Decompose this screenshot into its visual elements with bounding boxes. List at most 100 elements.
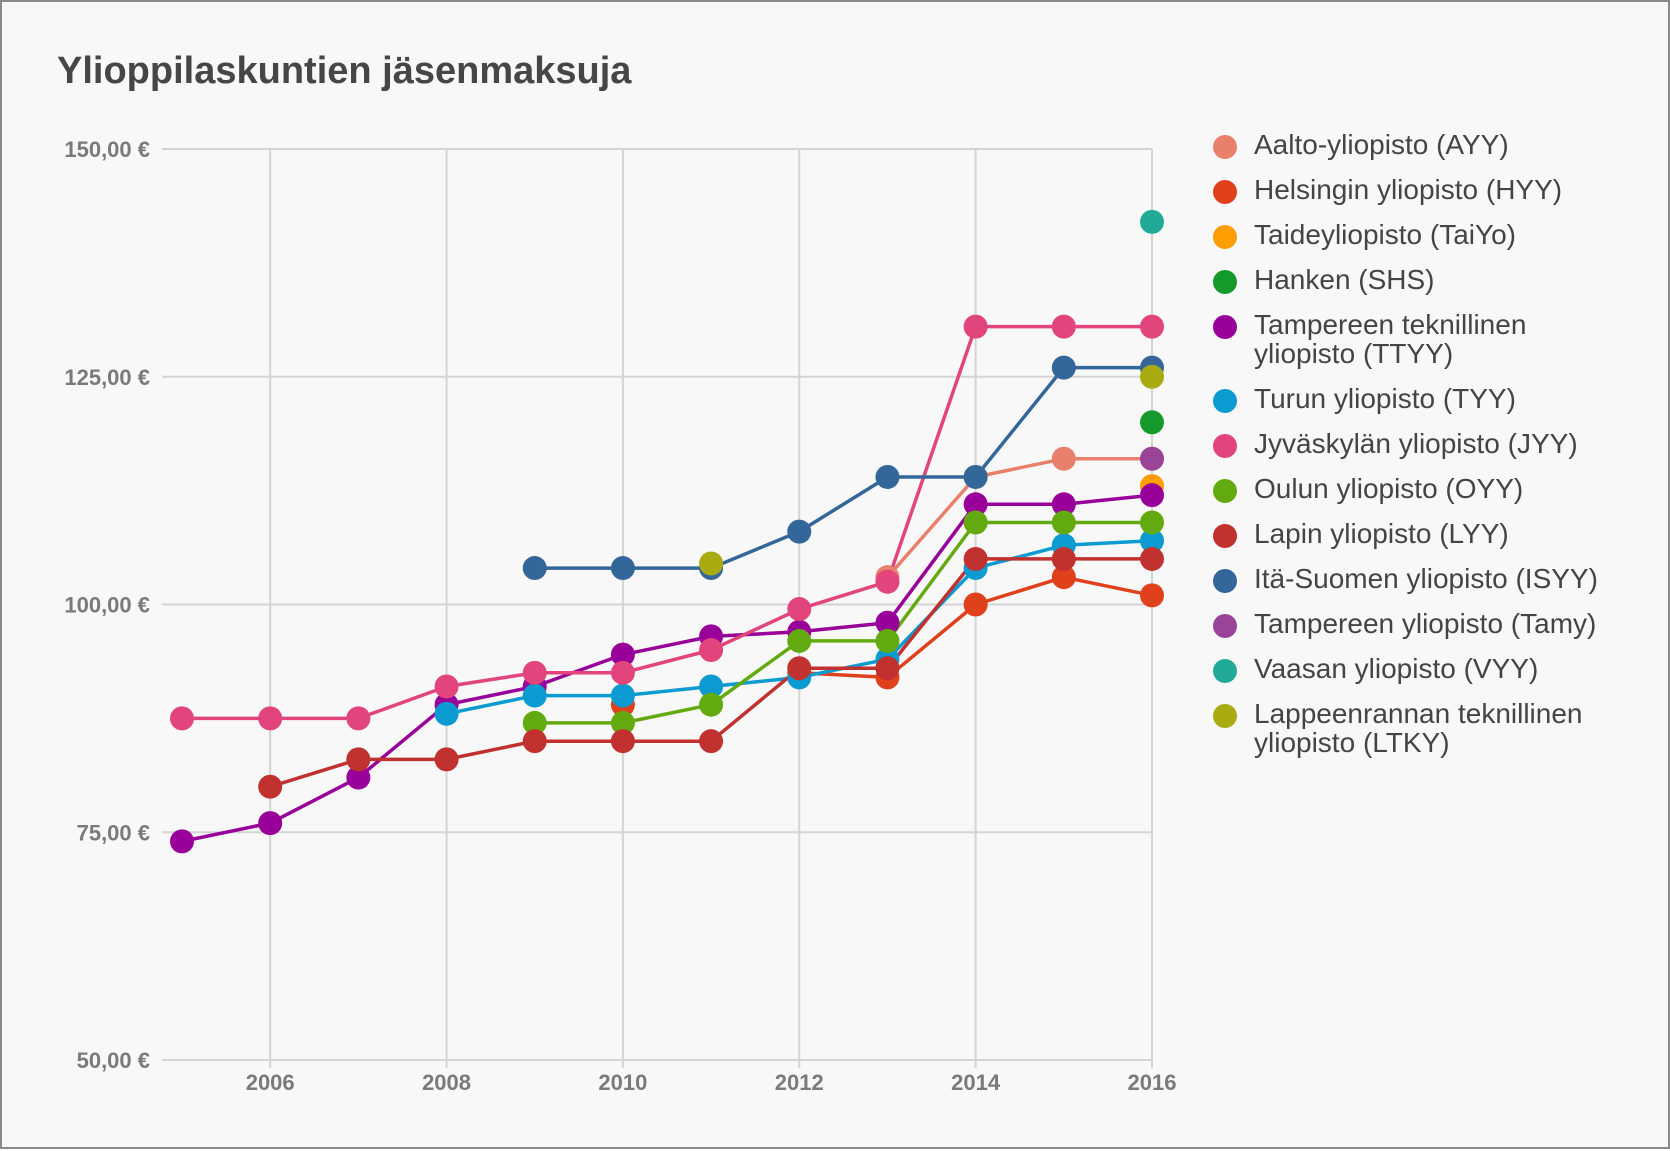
- data-point: [522, 660, 547, 685]
- data-point: [699, 729, 724, 754]
- series-line: [181, 493, 1153, 844]
- data-point: [170, 706, 194, 731]
- data-point: [258, 774, 283, 799]
- legend-label: Lappeenrannan teknillinen: [1254, 698, 1583, 729]
- data-point: [699, 674, 724, 699]
- data-point: [434, 674, 459, 699]
- legend-marker-icon: [1213, 180, 1237, 204]
- data-point: [522, 729, 547, 754]
- y-tick-label: 125,00 €: [64, 365, 150, 390]
- data-point: [522, 710, 547, 735]
- legend-label: Tampereen yliopisto (Tamy): [1254, 608, 1597, 639]
- data-point: [610, 642, 635, 667]
- data-point: [1140, 446, 1164, 471]
- data-point: [1051, 446, 1076, 471]
- legend-marker-icon: [1213, 704, 1237, 728]
- data-point: [610, 710, 635, 735]
- data-point: [258, 706, 283, 731]
- legend-label: Jyväskylän yliopisto (JYY): [1254, 428, 1578, 459]
- data-point: [522, 556, 547, 581]
- legend-label: Taideyliopisto (TaiYo): [1254, 219, 1516, 250]
- legend-item: Lappeenrannan teknillinen yliopisto (LTKY…: [1210, 699, 1650, 757]
- data-point: [963, 510, 988, 535]
- data-point: [610, 556, 635, 581]
- legend-label: Tampereen teknillinen: [1254, 309, 1527, 340]
- legend-label: Aalto-yliopisto (AYY): [1254, 129, 1509, 160]
- legend-marker-icon: [1213, 270, 1237, 294]
- data-point: [875, 569, 900, 594]
- y-tick-label: 100,00 €: [64, 593, 150, 618]
- series-line: [182, 324, 1152, 721]
- x-tick-label: 2016: [1128, 1070, 1177, 1095]
- data-point: [346, 765, 371, 790]
- data-point: [963, 314, 988, 339]
- legend-label: yliopisto (LTKY): [1254, 727, 1450, 758]
- x-tick-label: 2010: [598, 1070, 647, 1095]
- legend-item: Turun yliopisto (TYY): [1210, 384, 1650, 413]
- legend-label: Turun yliopisto (TYY): [1254, 383, 1516, 414]
- data-point: [699, 692, 724, 717]
- legend-item: Taideyliopisto (TaiYo): [1210, 220, 1650, 249]
- data-point: [610, 683, 635, 708]
- data-point: [875, 656, 900, 681]
- legend-item: Lapin yliopisto (LYY): [1210, 519, 1650, 548]
- x-tick-label: 2006: [246, 1070, 295, 1095]
- y-tick-label: 150,00 €: [64, 137, 150, 162]
- data-point: [963, 464, 988, 489]
- data-point: [1051, 314, 1076, 339]
- legend-label: Vaasan yliopisto (VYY): [1254, 653, 1539, 684]
- data-point: [1140, 364, 1164, 389]
- data-point: [787, 656, 812, 681]
- data-point: [699, 638, 724, 663]
- series-line: [534, 520, 1152, 725]
- data-point: [1140, 546, 1164, 571]
- legend-marker-icon: [1213, 479, 1237, 503]
- data-point: [1051, 492, 1076, 517]
- y-tick-label: 50,00 €: [77, 1048, 150, 1073]
- x-tick-label: 2012: [775, 1070, 824, 1095]
- data-point: [170, 829, 194, 854]
- legend-item: Aalto-yliopisto (AYY): [1210, 130, 1650, 159]
- data-point: [1051, 355, 1076, 380]
- series-line: [886, 456, 1152, 579]
- series-line: [534, 365, 1152, 570]
- legend-marker-icon: [1213, 524, 1237, 548]
- legend-item: Hanken (SHS): [1210, 265, 1650, 294]
- data-point: [1140, 510, 1164, 535]
- data-point: [875, 610, 900, 635]
- data-point: [1051, 510, 1076, 535]
- data-point: [963, 492, 988, 517]
- legend-item: Tampereen yliopisto (Tamy): [1210, 609, 1650, 638]
- data-point: [610, 660, 635, 685]
- data-point: [1051, 565, 1076, 590]
- data-point: [1140, 583, 1164, 608]
- data-point: [787, 519, 812, 544]
- chart-title: Ylioppilaskuntien jäsenmaksuja: [57, 50, 632, 92]
- data-point: [434, 701, 459, 726]
- data-point: [1140, 410, 1164, 435]
- legend-label: Lapin yliopisto (LYY): [1254, 518, 1509, 549]
- legend-marker-icon: [1213, 434, 1237, 458]
- data-point: [787, 597, 812, 622]
- data-point: [1140, 209, 1164, 234]
- x-tick-label: 2008: [422, 1070, 471, 1095]
- legend-label: yliopisto (TTYY): [1254, 338, 1454, 369]
- data-point: [434, 747, 459, 772]
- data-point: [1140, 528, 1164, 553]
- legend-item: Itä-Suomen yliopisto (ISYY): [1210, 564, 1650, 593]
- legend-label: Itä-Suomen yliopisto (ISYY): [1254, 563, 1598, 594]
- legend-marker-icon: [1213, 315, 1237, 339]
- legend-marker-icon: [1213, 225, 1237, 249]
- legend-label: Helsingin yliopisto (HYY): [1254, 174, 1563, 205]
- y-tick-label: 75,00 €: [77, 820, 150, 845]
- data-point: [610, 729, 635, 754]
- data-point: [963, 592, 988, 617]
- data-point: [787, 628, 812, 653]
- data-point: [963, 546, 988, 571]
- data-point: [258, 811, 283, 836]
- legend-item: Tampereen teknillinen yliopisto (TTYY): [1210, 310, 1650, 368]
- legend-item: Helsingin yliopisto (HYY): [1210, 175, 1650, 204]
- legend-label: Hanken (SHS): [1254, 264, 1435, 295]
- data-point: [346, 747, 371, 772]
